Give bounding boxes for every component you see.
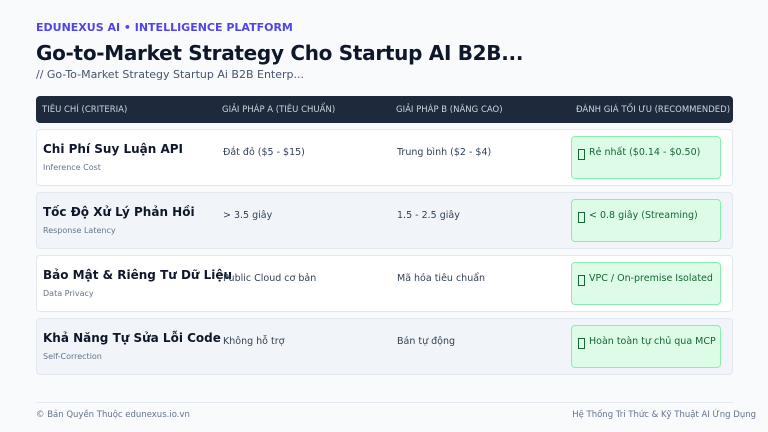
title: Go-to-Market Strategy Cho Startup AI B2B… [36, 41, 524, 65]
subtitle: // Go-To-Market Strategy Startup Ai B2B … [36, 68, 305, 81]
criteria-title: Tốc Độ Xử Lý Phản Hồi [43, 205, 195, 219]
column-header: ĐÁNH GIÁ TỐI ƯU (RECOMMENDED) [576, 105, 731, 115]
option-b: Trung bình ($2 - $4) [397, 147, 492, 158]
option-b: Bán tự động [397, 336, 456, 347]
criteria-subtitle: Self-Correction [43, 352, 102, 361]
option-b: Mã hóa tiêu chuẩn [397, 273, 486, 284]
recommended-box: Rẻ nhất ($0.14 - $0.50) [571, 136, 721, 179]
criteria-title: Chi Phí Suy Luận API [43, 142, 184, 156]
option-a: Public Cloud cơ bản [223, 273, 317, 284]
recommended-box: < 0.8 giây (Streaming) [571, 199, 721, 242]
footer-left: © Bản Quyền Thuộc edunexus.io.vn [36, 410, 190, 420]
icon [578, 275, 585, 286]
option-b: 1.5 - 2.5 giây [397, 210, 460, 221]
table-row: Chi Phí Suy Luận API Inference Cost Đắt đỏ… [36, 129, 733, 186]
criteria-title: Khả Năng Tự Sửa Lỗi Code [43, 331, 221, 345]
option-a: > 3.5 giây [223, 210, 273, 221]
table-row: Bảo Mật & Riêng Tư Dữ Liệu Data Privacy Pu… [36, 255, 733, 312]
table-row: Tốc Độ Xử Lý Phản Hồi Response Latency > 3… [36, 192, 733, 249]
recommended-text: Hoàn toàn tự chủ qua MCP [589, 336, 716, 347]
option-a: Không hỗ trợ [223, 336, 285, 347]
kicker: EDUNEXUS AI • INTELLIGENCE PLATFORM [36, 21, 293, 34]
icon [578, 149, 585, 160]
table-row: Khả Năng Tự Sửa Lỗi Code Self-Correction K… [36, 318, 733, 375]
recommended-box: Hoàn toàn tự chủ qua MCP [571, 325, 721, 368]
criteria-subtitle: Data Privacy [43, 289, 94, 298]
criteria-title: Bảo Mật & Riêng Tư Dữ Liệu [43, 268, 233, 282]
table-header: TIÊU CHÍ (CRITERIA) GIẢI PHÁP A (TIÊU CH… [36, 96, 733, 123]
recommended-text: Rẻ nhất ($0.14 - $0.50) [589, 147, 701, 158]
column-header: TIÊU CHÍ (CRITERIA) [42, 105, 128, 115]
column-header: GIẢI PHÁP A (TIÊU CHUẨN) [222, 105, 336, 115]
recommended-text: < 0.8 giây (Streaming) [589, 210, 698, 221]
recommended-box: VPC / On-premise Isolated [571, 262, 721, 305]
criteria-subtitle: Inference Cost [43, 163, 101, 172]
column-header: GIẢI PHÁP B (NÂNG CAO) [396, 105, 503, 115]
recommended-text: VPC / On-premise Isolated [589, 273, 713, 284]
icon [578, 212, 585, 223]
footer-right: Hệ Thống Tri Thức & Kỹ Thuật AI Ứng Dụng [572, 410, 756, 420]
option-a: Đắt đỏ ($5 - $15) [223, 147, 305, 158]
icon [578, 338, 585, 349]
footer-divider [36, 402, 733, 403]
criteria-subtitle: Response Latency [43, 226, 116, 235]
